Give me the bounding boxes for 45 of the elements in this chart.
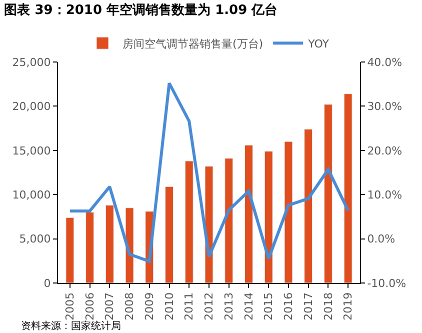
x-tick-label: 2017: [302, 292, 315, 320]
chart-title: 图表 39：2010 年空调销售数量为 1.09 亿台: [4, 2, 278, 18]
x-tick-label: 2015: [262, 292, 276, 320]
y2-tick-label: -10.0%: [367, 276, 406, 290]
x-tick-label: 2007: [103, 292, 116, 320]
bar: [304, 128, 313, 283]
x-tick-label: 2010: [162, 292, 176, 320]
x-tick-label: 2009: [142, 292, 156, 320]
legend-label: 房间空气调节器销售量(万台): [122, 37, 264, 50]
y2-tick-label: 10.0%: [367, 188, 402, 202]
x-tick-label: 2013: [222, 292, 236, 320]
bar: [344, 94, 352, 283]
y-tick-label: 5,000: [19, 232, 51, 246]
x-tick-label: 2011: [182, 292, 196, 320]
bar: [86, 212, 94, 283]
y2-tick-label: 40.0%: [367, 56, 402, 69]
bar: [244, 144, 253, 283]
bar: [224, 158, 234, 283]
x-tick-label: 2018: [322, 292, 335, 320]
y2-tick-label: 20.0%: [367, 144, 402, 158]
bar: [105, 204, 114, 283]
bar: [324, 104, 332, 283]
bar: [264, 151, 273, 283]
bar: [125, 208, 134, 283]
bar: [184, 160, 194, 283]
x-tick-label: 2006: [83, 292, 96, 320]
x-tick-label: 2014: [242, 292, 256, 320]
bar: [165, 186, 174, 283]
y-tick-label: 20,000: [12, 100, 51, 114]
y-tick-label: 0: [44, 276, 51, 290]
x-tick-label: 2012: [202, 292, 216, 320]
y2-tick-label: 30.0%: [367, 100, 402, 114]
x-tick-label: 2008: [123, 292, 136, 320]
line-series: [68, 82, 350, 263]
x-tick-label: 2005: [63, 292, 76, 320]
legend-label: YOY: [307, 37, 330, 50]
y2-tick-label: 0.0%: [367, 232, 396, 246]
text: 资料来源：国家统计局: [21, 320, 121, 332]
y-tick-label: 10,000: [12, 188, 51, 202]
bar: [66, 217, 74, 283]
bar: [284, 141, 293, 283]
x-tick-label: 2019: [342, 292, 355, 320]
x-tick-label: 2016: [282, 292, 296, 320]
y-tick-label: 25,000: [12, 56, 51, 69]
y-tick-label: 15,000: [12, 144, 51, 158]
